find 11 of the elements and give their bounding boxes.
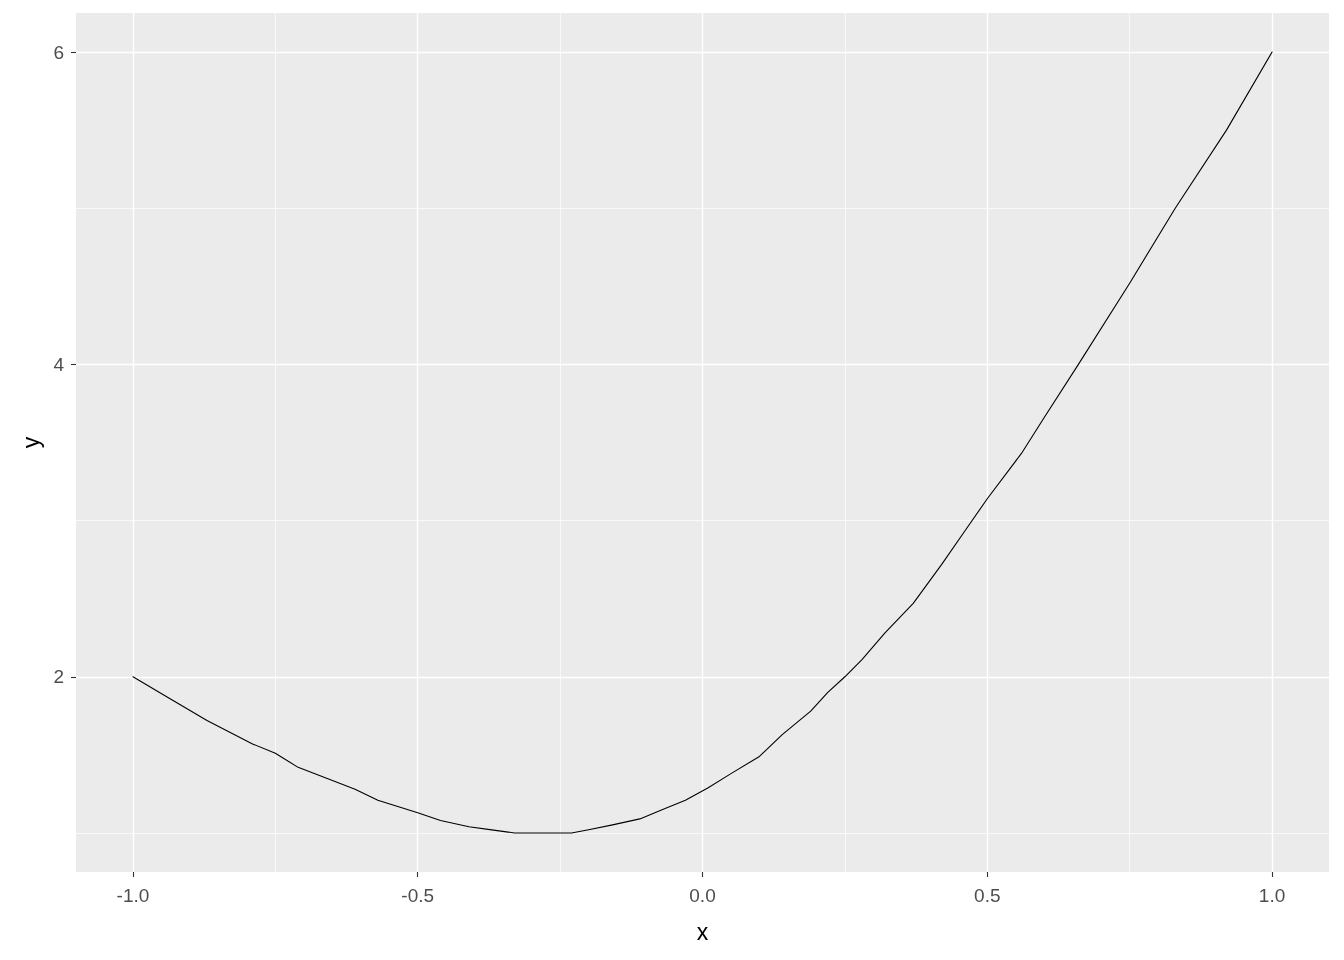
x-axis-title: x	[696, 918, 709, 945]
y-tick-label: 2	[53, 666, 64, 688]
x-tick-label: 0.0	[689, 885, 716, 906]
y-tick-label: 4	[53, 353, 65, 375]
x-tick-label: -1.0	[116, 885, 150, 906]
line-series	[132, 51, 1273, 834]
x-tick-label: 0.5	[974, 885, 1001, 906]
x-tick-label: 1.0	[1258, 885, 1286, 906]
x-tick-label: -0.5	[401, 885, 435, 906]
y-axis-title: y	[18, 436, 45, 449]
y-tick-label: 6	[53, 41, 64, 63]
